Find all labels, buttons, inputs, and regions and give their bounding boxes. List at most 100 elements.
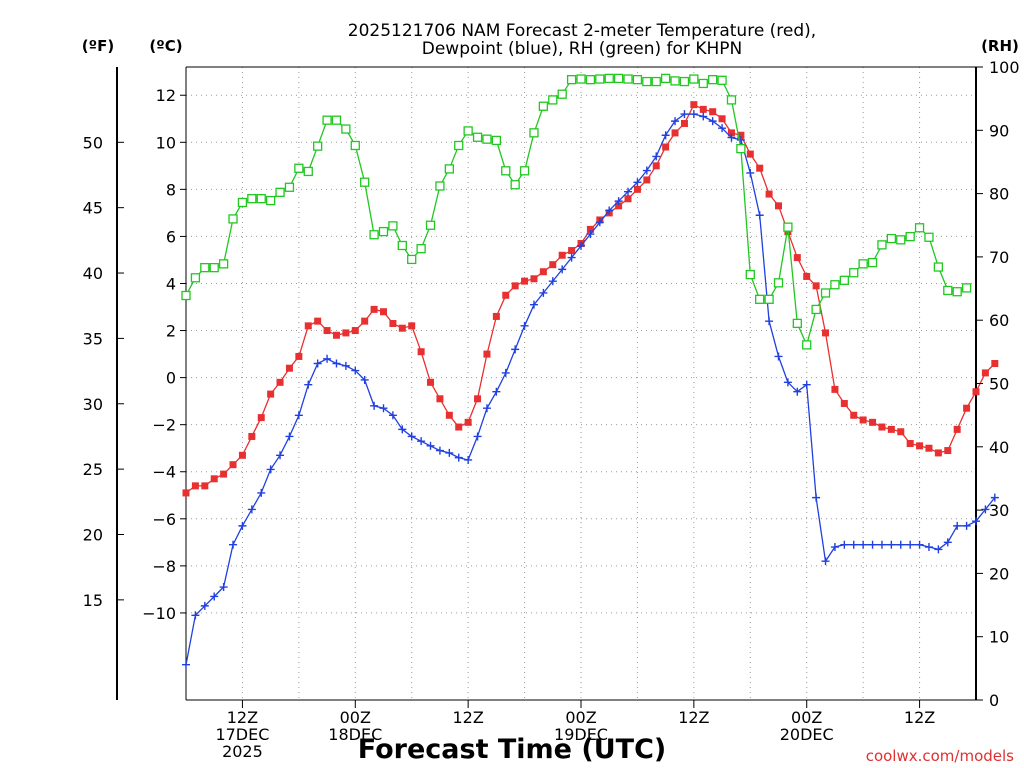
dewpoint-point [943,538,952,547]
dewpoint-point [529,300,538,309]
rh-point [407,254,417,265]
rh-point [275,187,285,197]
rh-point [360,177,370,187]
rh-point [237,197,248,208]
rh-point [660,73,671,84]
rh-point [444,164,454,174]
rh-point [830,280,840,290]
celsius-tick-label: 2 [166,322,176,341]
rh-point [867,257,878,268]
dewpoint-point [689,110,698,119]
rh-point [435,181,445,191]
temperature-point [624,195,632,203]
dewpoint-point [539,288,548,297]
dewpoint-point [501,368,510,377]
temperature-point [756,164,764,172]
dewpoint-point [699,112,708,121]
dewpoint-point [802,380,811,389]
dewpoint-point [294,411,303,420]
dewpoint-point [605,206,614,215]
temperature-point [953,425,961,433]
dewpoint-point [718,124,727,133]
rh-point [689,74,699,84]
dewpoint-series [182,110,999,669]
temperature-point [662,143,670,151]
dewpoint-point [877,540,886,549]
dewpoint-point [257,488,266,497]
dewpoint-line [185,113,996,665]
dewpoint-point [473,432,482,441]
dewpoint-point [482,404,491,413]
plot-frame [116,66,977,701]
rh-tick-label: 30 [989,501,1009,520]
chart-title-line2: Dewpoint (blue), RH (green) for KHPN [422,39,742,59]
dewpoint-point [633,178,642,187]
rh-tick-label: 50 [989,375,1009,394]
dewpoint-point [464,455,473,464]
dewpoint-point [840,540,849,549]
temperature-point [991,359,999,367]
fahrenheit-tick-label: 15 [83,591,103,610]
rh-point [341,124,351,134]
rh-point [679,76,690,87]
temperature-point [191,482,199,490]
temperature-point [257,414,265,422]
temperature-point [793,254,801,262]
temperature-point [549,261,557,269]
temperature-point [727,129,735,137]
temperature-point [944,447,952,455]
rh-point [783,222,793,232]
dewpoint-point [793,387,802,396]
dewpoint-point [830,543,839,552]
temperature-point [248,432,256,440]
dewpoint-point [736,135,745,144]
temperature-point [633,185,641,193]
rh-tick-label: 10 [989,628,1009,647]
dewpoint-point [511,345,520,354]
rh-point [802,340,812,350]
dewpoint-point [586,230,595,239]
dewpoint-point [962,521,971,530]
celsius-tick-label: −4 [152,463,176,482]
rh-point [548,95,558,105]
rh-point [736,144,746,154]
temperature-point [916,442,924,450]
rh-point [388,221,398,231]
dewpoint-point [370,401,379,410]
chart-title-line1: 2025121706 NAM Forecast 2-meter Temperat… [348,21,816,41]
dewpoint-point [417,437,426,446]
dewpoint-point [821,557,830,566]
temperature-point [530,275,538,283]
celsius-tick-label: −10 [142,604,176,623]
rh-point [698,78,708,89]
dewpoint-point [642,166,651,175]
dewpoint-point [398,425,407,434]
rh-tick-label: 70 [989,248,1009,267]
dewpoint-point [896,540,905,549]
celsius-tick-label: −6 [152,510,176,529]
rh-point [670,76,680,86]
dewpoint-point [379,404,388,413]
celsius-axis-label: (ºC) [149,37,182,55]
dewpoint-point [276,451,285,460]
x-tick-label: 12Z [227,708,258,727]
dewpoint-point [934,545,943,554]
celsius-tick-label: 6 [166,227,176,246]
rh-point [218,259,229,269]
temperature-point [351,327,359,335]
rh-point [613,73,624,84]
dewpoint-point [680,110,689,119]
temperature-point [492,312,500,320]
temperature-point [850,411,858,419]
x-tick-label: 17DEC [215,725,269,744]
temperature-point [417,348,425,356]
dewpoint-point [407,432,416,441]
temperature-point [323,327,331,335]
x-tick-label: 12Z [678,708,709,727]
rh-point [820,288,831,298]
rh-point [858,259,868,269]
rh-point [886,233,897,244]
rh-point [190,273,201,283]
dewpoint-point [454,453,463,462]
